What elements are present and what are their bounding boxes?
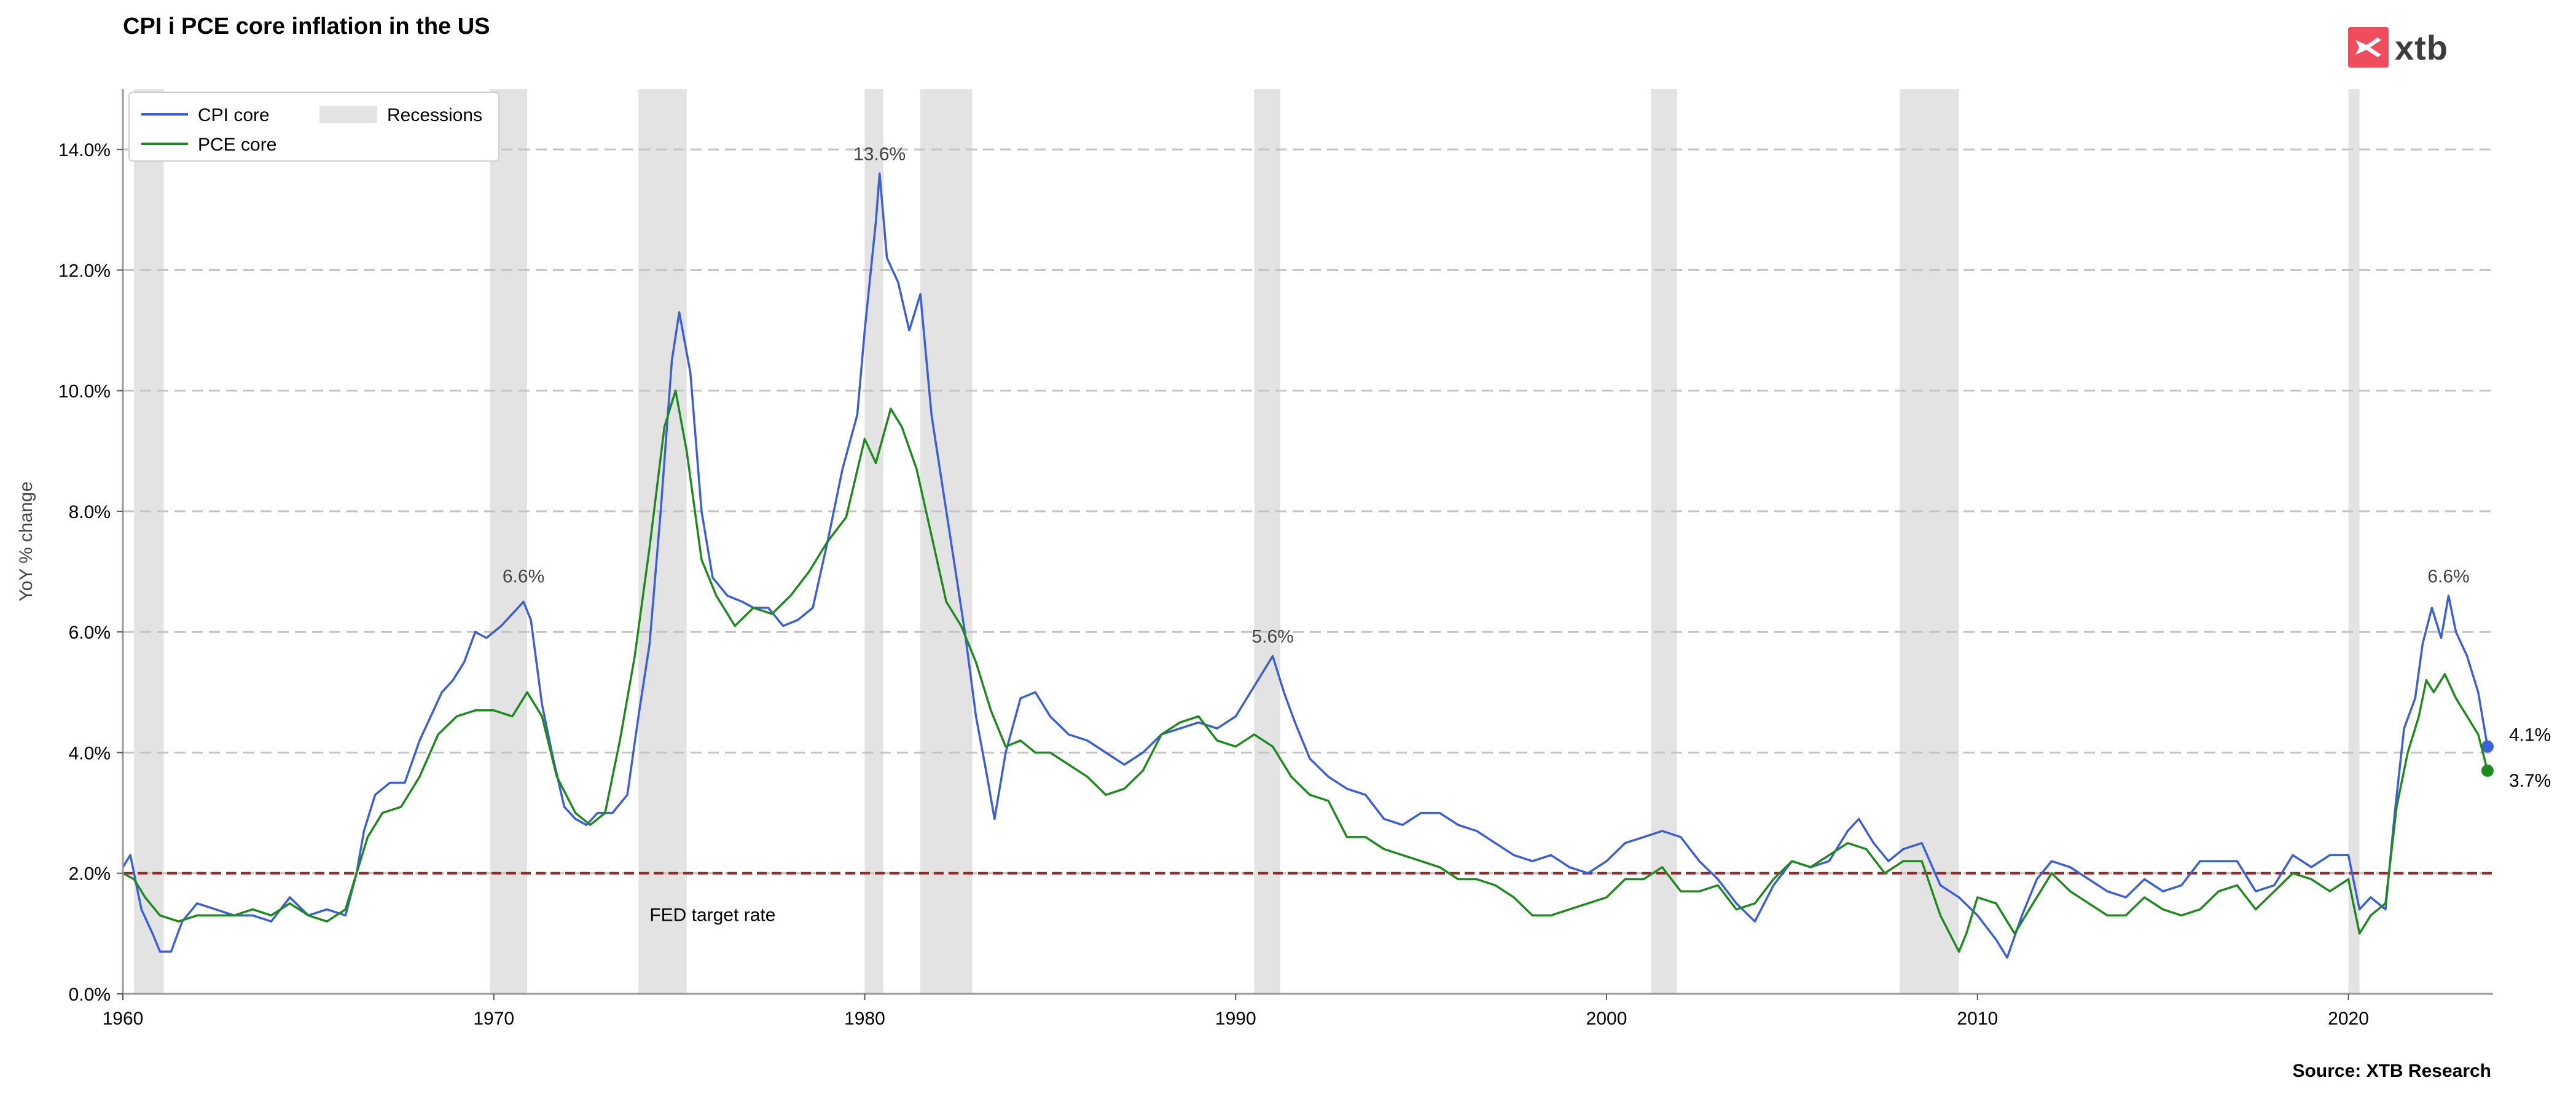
reference-line-group: FED target rate	[123, 872, 2493, 926]
y-tick-label: 12.0%	[58, 261, 111, 281]
annotations: 6.6% 13.6% 5.6% 6.6% 4.1% 3.7%	[503, 144, 2551, 791]
y-axis-label: YoY % change	[16, 481, 36, 601]
x-tick-label: 1990	[1215, 1009, 1256, 1029]
y-tick-label: 0.0%	[69, 985, 111, 1005]
x-tick-label: 1980	[844, 1009, 885, 1029]
legend: CPI core PCE core Recessions	[128, 92, 499, 162]
recession-band	[638, 89, 687, 994]
x-tick-label: 2020	[2328, 1009, 2369, 1029]
recession-bands	[134, 89, 2360, 994]
axes	[122, 89, 2493, 995]
series-end-dot	[2481, 740, 2494, 753]
y-tick-label: 14.0%	[58, 140, 111, 160]
y-tick-label: 4.0%	[69, 743, 111, 763]
y-tick-label: 10.0%	[58, 382, 111, 402]
series-line-cpi-core	[122, 172, 2489, 959]
y-tick-label: 2.0%	[69, 864, 111, 884]
recession-band	[2348, 89, 2360, 994]
recession-band	[490, 89, 528, 994]
recession-band	[1254, 89, 1280, 994]
series-line-pce-core	[122, 389, 2489, 953]
peak-annotation: 6.6%	[2427, 566, 2469, 586]
x-tick-label: 2010	[1957, 1009, 1998, 1029]
end-value-label: 4.1%	[2509, 725, 2551, 746]
recession-band	[134, 89, 164, 994]
fed-target-label: FED target rate	[649, 905, 775, 926]
legend-swatch-patch	[319, 106, 377, 123]
x-tick-label: 1970	[473, 1009, 514, 1029]
y-tick-label: 6.0%	[69, 623, 111, 643]
xtb-logo-text: xtb	[2395, 28, 2448, 67]
source-note: Source: XTB Research	[2292, 1061, 2491, 1081]
peak-annotation: 6.6%	[503, 566, 544, 586]
legend-label: PCE core	[198, 135, 276, 155]
y-gridlines	[123, 148, 2493, 875]
peak-annotation: 5.6%	[1251, 626, 1293, 647]
legend-box	[128, 92, 499, 162]
x-tick-label: 2000	[1586, 1009, 1627, 1029]
xtb-logo: xtb	[2348, 27, 2448, 68]
tick-labels: 0.0% 2.0% 4.0% 6.0% 8.0% 10.0% 12.0% 14.0% 1960 1…	[16, 140, 2369, 1029]
xtb-logo-mark-icon	[2348, 27, 2389, 68]
series-end-dot	[2481, 764, 2494, 777]
x-tick-label: 1960	[103, 1009, 144, 1029]
y-tick-label: 8.0%	[69, 502, 111, 522]
recession-band	[920, 89, 973, 994]
legend-label: Recessions	[387, 105, 482, 125]
legend-label: CPI core	[198, 105, 270, 125]
series-lines	[122, 172, 2494, 959]
recession-band	[1899, 89, 1959, 994]
chart-title: CPI i PCE core inflation in the US	[123, 14, 490, 39]
recession-band	[864, 89, 883, 994]
peak-annotation: 13.6%	[853, 144, 906, 164]
recession-band	[1651, 89, 1677, 994]
end-value-label: 3.7%	[2509, 771, 2551, 791]
